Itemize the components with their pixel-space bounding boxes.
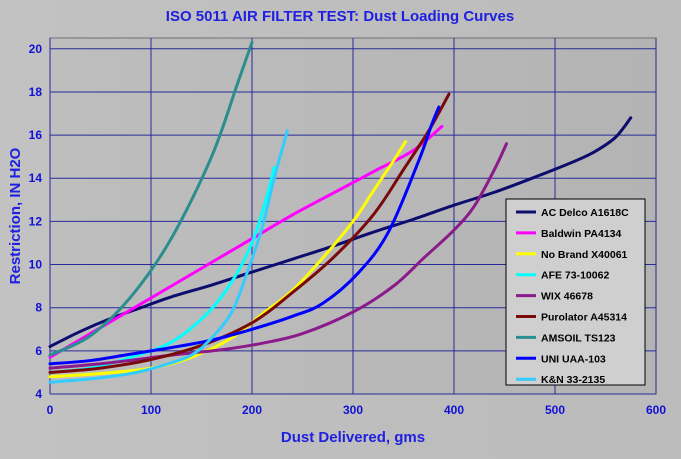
- y-tick-label: 20: [29, 42, 43, 56]
- series-line-k-n-33-2135: [48, 129, 289, 384]
- y-tick-label: 14: [29, 171, 43, 185]
- legend: AC Delco A1618C Baldwin PA4134 No Brand X4…: [505, 198, 646, 386]
- y-axis-label: Restriction, IN H2O: [7, 147, 24, 284]
- legend-label-amsoil-ts123: AMSOIL TS123: [541, 332, 616, 344]
- x-tick-label: 300: [343, 403, 363, 417]
- legend-label-baldwin-pa4134: Baldwin PA4134: [541, 228, 621, 240]
- series-line-uni-uaa-103: [48, 105, 441, 366]
- legend-label-ac-delco-a1618c: AC Delco A1618C: [541, 207, 629, 219]
- series-line-baldwin-pa4134: [48, 124, 444, 359]
- series-line-afe-73-10062: [48, 165, 276, 374]
- series-layer: [48, 40, 633, 384]
- series-line-purolator-a45314: [48, 92, 451, 374]
- legend-label-purolator-a45314: Purolator A45314: [541, 312, 627, 324]
- y-tick-label: 8: [35, 301, 42, 315]
- series-line-amsoil-ts123: [48, 40, 254, 357]
- x-tick-label: 0: [47, 403, 54, 417]
- x-tick-label: 600: [646, 403, 666, 417]
- legend-label-k-n-33-2135: K&N 33-2135: [541, 374, 605, 386]
- y-tick-label: 10: [29, 258, 43, 272]
- x-axis-label: Dust Delivered, gms: [281, 429, 425, 446]
- x-tick-label: 400: [444, 403, 464, 417]
- x-tick-label: 100: [141, 403, 161, 417]
- legend-label-no-brand-x40061: No Brand X40061: [541, 249, 628, 261]
- y-tick-label: 4: [35, 387, 42, 401]
- chart-title: ISO 5011 AIR FILTER TEST: Dust Loading C…: [166, 8, 514, 25]
- legend-label-afe-73-10062: AFE 73-10062: [541, 270, 609, 282]
- legend-items: AC Delco A1618C Baldwin PA4134 No Brand X4…: [516, 207, 629, 386]
- x-tick-label: 500: [545, 403, 565, 417]
- y-tick-label: 18: [29, 85, 43, 99]
- legend-label-wix-46678: WIX 46678: [541, 291, 593, 303]
- y-tick-label: 16: [29, 128, 43, 142]
- y-tick-label: 6: [35, 344, 42, 358]
- y-tick-label: 12: [29, 214, 43, 228]
- legend-label-uni-uaa-103: UNI UAA-103: [541, 353, 606, 365]
- x-tick-label: 200: [242, 403, 262, 417]
- legend-box: [505, 198, 646, 386]
- tick-layer: 0 100 200 300 400 500 600 4 6 8 10 12 14 16 18 20: [29, 42, 667, 417]
